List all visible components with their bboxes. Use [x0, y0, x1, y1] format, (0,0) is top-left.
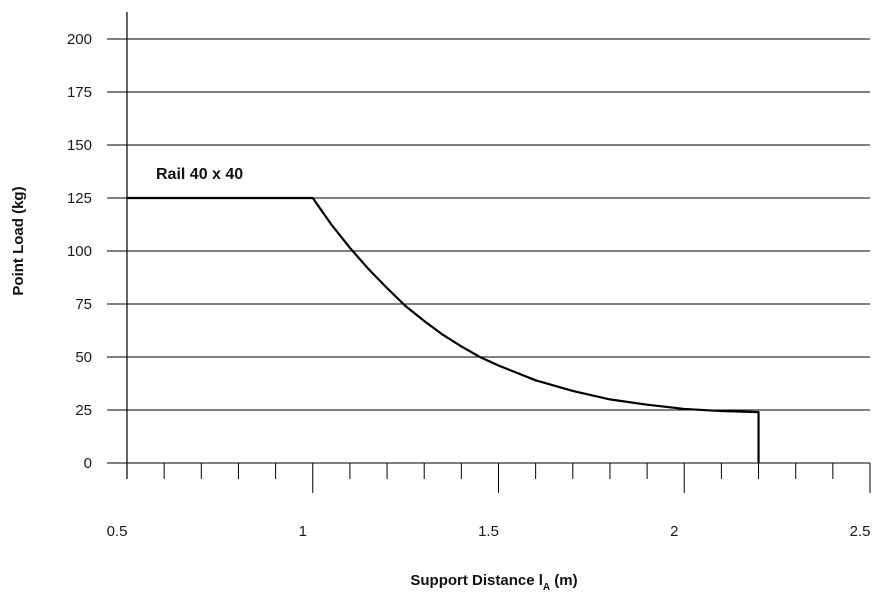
series-line-0	[127, 196, 760, 463]
x-tick-label-1: 1	[299, 523, 307, 540]
x-axis-title-main: Support Distance l	[410, 572, 543, 589]
y-tick-labels: 0 25 50 75 100 125 150 175 200	[67, 31, 92, 472]
x-tick-labels: 0.5 1 1.5 2 2.5	[107, 523, 871, 540]
y-tick-label-150: 150	[67, 137, 92, 154]
axes	[126, 12, 871, 493]
x-tick-label-1.5: 1.5	[478, 523, 499, 540]
y-axis-title: Point Load (kg)	[10, 186, 27, 295]
gridlines	[107, 38, 870, 464]
x-tick-label-2: 2	[670, 523, 678, 540]
y-tick-label-175: 175	[67, 84, 92, 101]
x-axis-title-subscript: A	[543, 582, 550, 593]
rail-annotation: Rail 40 x 40	[156, 166, 243, 183]
y-tick-label-125: 125	[67, 190, 92, 207]
x-tick-label-2.5: 2.5	[850, 523, 871, 540]
x-axis-title-unit: (m)	[550, 572, 578, 589]
y-tick-label-75: 75	[75, 296, 92, 313]
x-tick-label-0.5: 0.5	[107, 523, 128, 540]
y-tick-label-100: 100	[67, 243, 92, 260]
y-tick-label-25: 25	[75, 402, 92, 419]
series	[127, 196, 760, 463]
y-tick-label-200: 200	[67, 31, 92, 48]
x-axis-title: Support Distance lA (m)	[410, 572, 577, 593]
y-tick-label-0: 0	[84, 455, 92, 472]
y-tick-label-50: 50	[75, 349, 92, 366]
